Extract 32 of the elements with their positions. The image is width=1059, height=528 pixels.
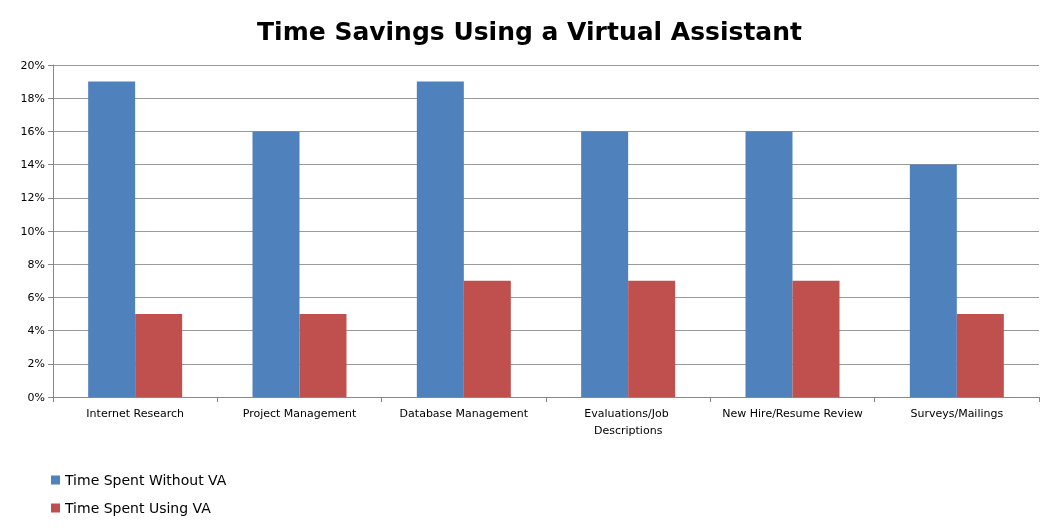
- x-tick-label: Evaluations/Job Descriptions: [584, 407, 673, 437]
- y-tick-label: 18%: [20, 91, 45, 105]
- y-tick-label: 14%: [20, 158, 45, 172]
- bar: [416, 81, 464, 397]
- bar: [956, 314, 1004, 397]
- bar: [628, 280, 676, 397]
- chart-title: Time Savings Using a Virtual Assistant: [257, 17, 802, 46]
- bar: [909, 164, 957, 397]
- bar: [88, 81, 136, 397]
- y-tick-label: 20%: [20, 58, 45, 72]
- x-tick-label: Internet Research: [86, 407, 185, 420]
- y-tick-label: 10%: [20, 224, 45, 238]
- legend-label: Time Spent Using VA: [64, 500, 212, 516]
- bar: [299, 314, 347, 397]
- x-tick-label: Database Management: [399, 407, 529, 420]
- y-tick-label: 8%: [27, 257, 45, 271]
- x-tick-label: Surveys/Mailings: [910, 407, 1004, 420]
- y-tick-label: 0%: [27, 390, 45, 404]
- bar: [745, 131, 793, 397]
- bar: [463, 280, 511, 397]
- bar: [792, 280, 840, 397]
- y-tick-label: 4%: [27, 324, 45, 338]
- x-tick-label: New Hire/Resume Review: [722, 407, 863, 420]
- x-tick-label: Project Management: [242, 407, 357, 420]
- y-tick-label: 2%: [27, 357, 45, 371]
- y-tick-label: 16%: [20, 124, 45, 138]
- bar: [135, 314, 183, 397]
- bar: [581, 131, 629, 397]
- legend-label: Time Spent Without VA: [64, 472, 227, 488]
- y-tick-label: 6%: [27, 290, 45, 304]
- bar: [252, 131, 300, 397]
- y-tick-label: 12%: [20, 191, 45, 205]
